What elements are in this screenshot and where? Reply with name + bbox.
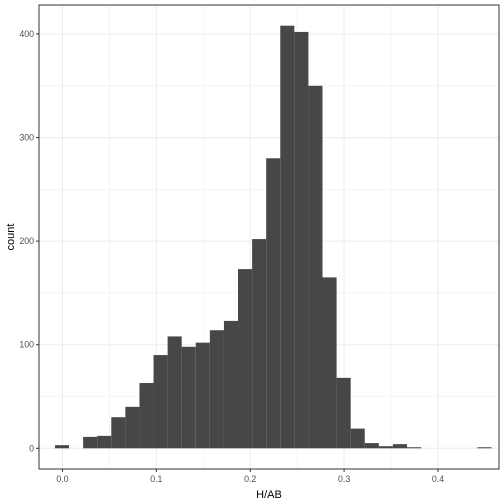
- panel-border: [38, 4, 500, 470]
- histogram-bar: [294, 31, 309, 449]
- x-tick-label: 0.2: [244, 474, 256, 484]
- histogram-bar: [97, 435, 112, 449]
- x-axis-ticks: 0.0 0.1 0.2 0.3 0.4: [56, 469, 444, 484]
- x-tick-label: 0.4: [432, 474, 444, 484]
- x-tick-label: 0.0: [56, 474, 68, 484]
- y-tick-label: 200: [19, 236, 34, 246]
- histogram-bar: [83, 436, 98, 449]
- histogram-bar: [54, 445, 70, 449]
- histogram-bars: [54, 25, 492, 449]
- x-tick-label: 0.3: [338, 474, 350, 484]
- histogram-bar: [477, 447, 492, 449]
- y-axis-title: count: [5, 224, 17, 251]
- x-tick-label: 0.1: [150, 474, 162, 484]
- histogram-bar: [407, 447, 422, 449]
- histogram-bar: [209, 330, 224, 449]
- y-tick-label: 0: [29, 443, 34, 453]
- y-axis-ticks: 0 100 200 300 400: [19, 29, 39, 453]
- histogram-bar: [336, 377, 351, 449]
- y-tick-label: 400: [19, 29, 34, 39]
- histogram-bar: [153, 355, 168, 449]
- histogram-bar: [266, 158, 281, 449]
- histogram-bar: [181, 346, 196, 449]
- y-tick-label: 300: [19, 133, 34, 143]
- x-axis-title: H/AB: [256, 489, 282, 501]
- histogram-bar: [223, 320, 239, 449]
- histogram-bar: [280, 25, 295, 449]
- histogram-bar: [167, 336, 182, 449]
- histogram-bar: [364, 443, 379, 449]
- histogram-bar: [350, 428, 365, 449]
- histogram-bar: [378, 446, 393, 449]
- histogram-bar: [252, 239, 267, 449]
- histogram-bar: [308, 85, 323, 449]
- histogram-bar: [392, 444, 407, 449]
- histogram-bar: [238, 269, 253, 449]
- histogram-bar: [139, 383, 154, 449]
- histogram-bar: [125, 406, 140, 449]
- histogram-bar: [195, 342, 210, 449]
- histogram-bar: [111, 417, 126, 449]
- y-tick-label: 100: [19, 340, 34, 350]
- histogram-bar: [322, 277, 337, 449]
